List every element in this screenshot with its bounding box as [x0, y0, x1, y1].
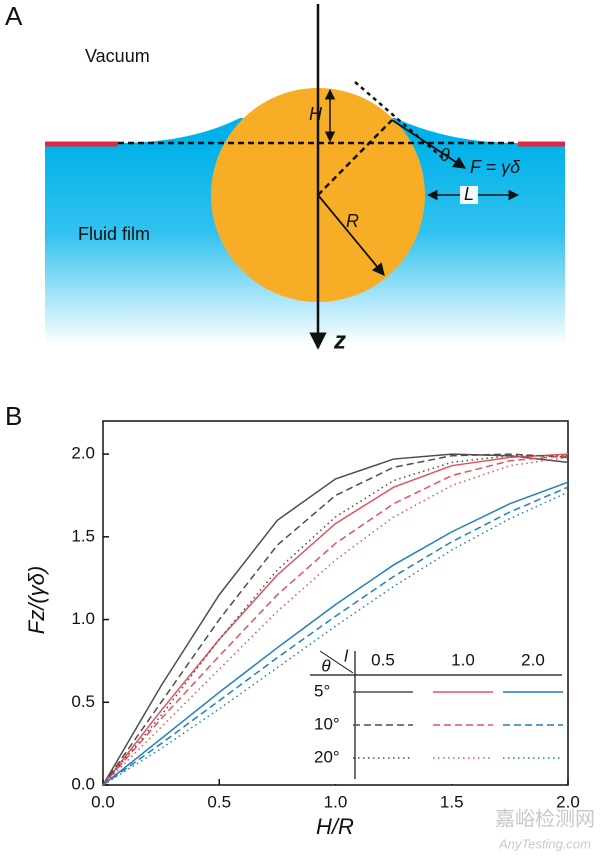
theta-label: θ: [440, 145, 450, 165]
legend-bg: [308, 645, 567, 784]
panel-b: B H/R Fz/(γδ) 嘉峪检测网 AnyTesting.com: [5, 401, 595, 852]
fluid-label: Fluid film: [78, 224, 150, 244]
radius-arrow: [317, 194, 385, 276]
x-axis-label: H/R: [316, 814, 354, 839]
y-tick-label: 1.0: [71, 609, 95, 628]
z-label: z: [333, 327, 346, 354]
y-tick-label: 0.0: [71, 774, 95, 793]
curve: [102, 453, 569, 786]
force-label: F = γδ: [470, 157, 521, 177]
x-tick-label: 2.0: [556, 792, 580, 811]
legend-row: 20°: [314, 747, 340, 766]
y-tick-label: 2.0: [71, 444, 95, 463]
panel-a: A Vacuum Fluid film H θ F = γδ L R z: [5, 1, 565, 354]
y-tick-label: 0.5: [71, 692, 95, 711]
tangent: [354, 81, 446, 161]
x-tick-label: 0.0: [91, 792, 115, 811]
curve: [102, 453, 569, 786]
y-axis-label: Fz/(γδ): [24, 566, 49, 634]
vacuum-label: Vacuum: [85, 46, 150, 66]
h-label: H: [309, 104, 323, 124]
curve: [102, 454, 568, 786]
curve: [102, 486, 569, 786]
panel-label: B: [5, 401, 22, 431]
x-tick-label: 1.5: [440, 792, 464, 811]
curve: [102, 453, 569, 786]
curve: [102, 454, 569, 786]
panel-label: A: [5, 1, 23, 31]
legend-row: 5°: [314, 681, 330, 700]
watermark-en: AnyTesting.com: [498, 836, 591, 851]
legend-l: l: [344, 646, 349, 665]
y-tick-label: 1.5: [71, 526, 95, 545]
legend-row: 10°: [314, 714, 340, 733]
watermark-cn: 嘉峪检测网: [495, 807, 595, 830]
legend-column: 1.0: [451, 650, 475, 669]
legend-diagonal: [319, 650, 354, 674]
x-tick-label: 1.0: [324, 792, 348, 811]
legend-column: 2.0: [521, 650, 545, 669]
legend-theta: θ: [321, 656, 331, 675]
legend-column: 0.5: [371, 650, 395, 669]
l-bg: [460, 186, 478, 204]
force-arrow: [391, 119, 467, 169]
curve: [102, 481, 569, 786]
radius-dotted: [317, 119, 393, 196]
r-label: R: [346, 211, 359, 231]
l-label: L: [464, 184, 474, 204]
x-tick-label: 0.5: [207, 792, 231, 811]
